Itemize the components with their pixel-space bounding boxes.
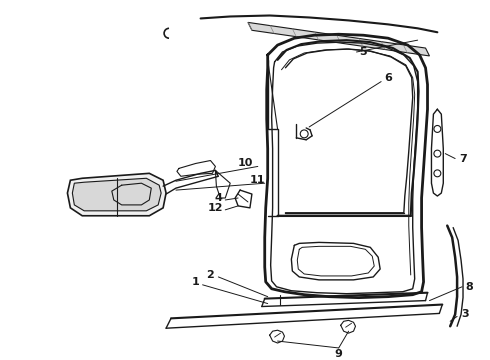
Text: 6: 6	[384, 73, 392, 83]
Text: 11: 11	[250, 175, 266, 185]
Polygon shape	[68, 173, 166, 216]
Text: 10: 10	[237, 158, 253, 168]
Text: 8: 8	[465, 282, 473, 292]
Text: 4: 4	[215, 193, 222, 203]
Text: 9: 9	[335, 349, 343, 359]
Text: 3: 3	[461, 309, 469, 319]
Text: 1: 1	[192, 277, 199, 287]
Text: 12: 12	[208, 203, 223, 213]
Polygon shape	[248, 22, 429, 56]
Text: 5: 5	[360, 47, 367, 57]
Text: 7: 7	[459, 153, 467, 163]
Text: 2: 2	[207, 270, 214, 280]
Polygon shape	[73, 178, 161, 211]
